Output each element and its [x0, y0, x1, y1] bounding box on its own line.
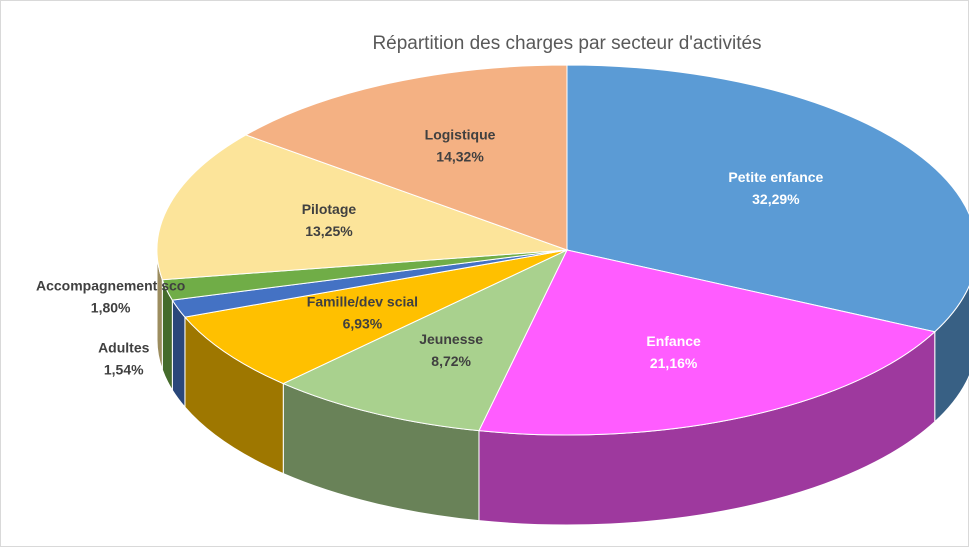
data-label-value: 14,32% — [436, 148, 484, 164]
data-label-value: 6,93% — [343, 315, 383, 331]
slice — [244, 64, 568, 251]
data-label-name: Accompagnement sco — [36, 278, 185, 294]
data-label-value: 13,25% — [305, 223, 353, 239]
chart-title: Répartition des charges par secteur d'ac… — [372, 33, 761, 54]
slice — [282, 248, 569, 432]
data-label-value: 1,54% — [104, 362, 144, 378]
data-label-name: Adultes — [98, 340, 150, 356]
data-label-value: 21,16% — [650, 355, 698, 371]
data-label-name: Enfance — [646, 333, 701, 349]
data-label-name: Famille/dev scial — [307, 293, 418, 309]
pie-tops — [156, 64, 969, 436]
pie-sides — [156, 249, 969, 526]
data-label-name: Jeunesse — [419, 331, 483, 347]
slice — [478, 249, 936, 436]
slice — [183, 249, 568, 385]
data-label-name: Pilotage — [302, 201, 357, 217]
pie-labels: Logistique 14,32% Pilotage 13,25% Accompagne… — [36, 126, 824, 377]
slice — [156, 134, 568, 281]
data-label-value: 1,80% — [91, 300, 131, 316]
data-label-name: Petite enfance — [728, 169, 823, 185]
slice — [566, 64, 969, 333]
slice-side — [171, 298, 186, 409]
data-label-value: 32,29% — [752, 191, 800, 207]
data-label-value: 8,72% — [431, 353, 471, 369]
data-label-name: Logistique — [425, 126, 496, 142]
